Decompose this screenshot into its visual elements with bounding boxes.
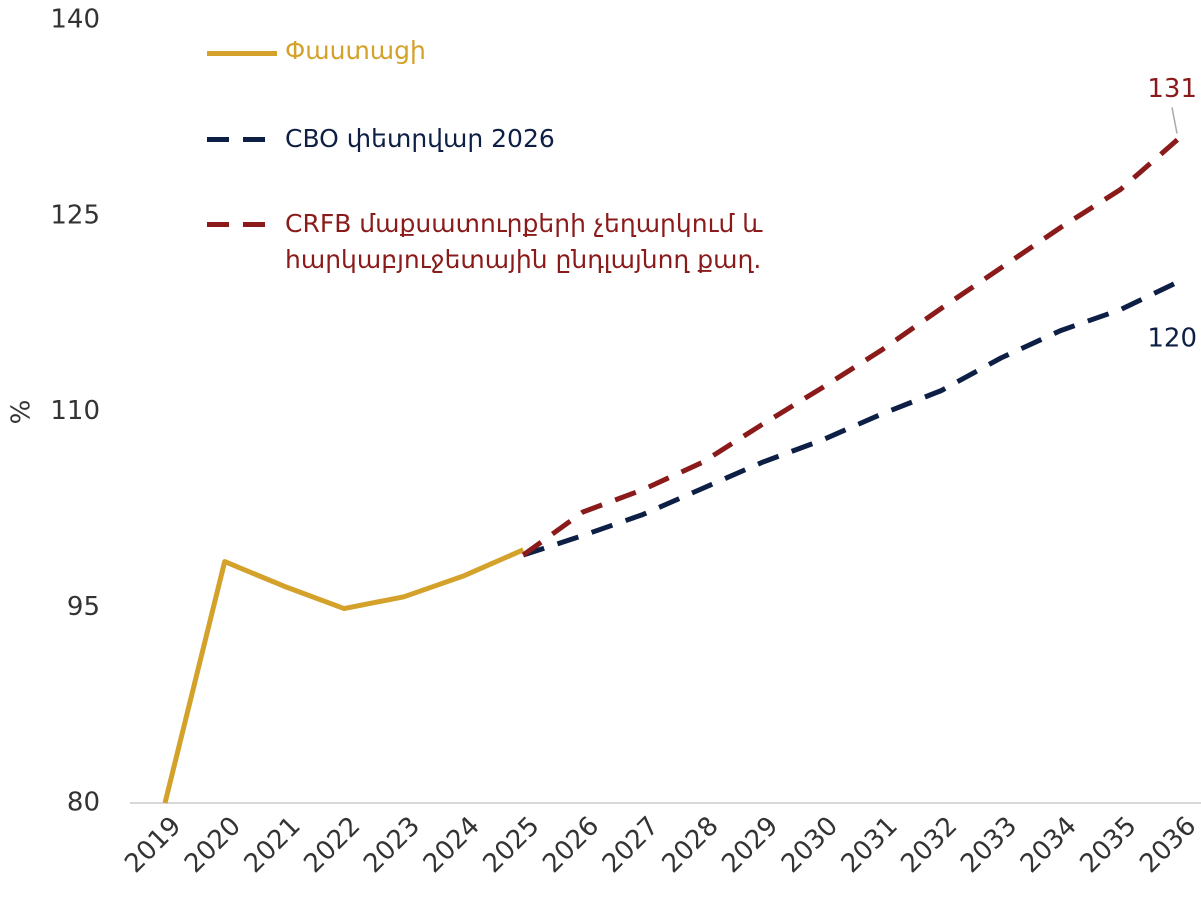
data-label: 120 xyxy=(1147,324,1197,354)
x-tick-label: 2032 xyxy=(895,811,963,879)
x-tick-label: 2025 xyxy=(477,811,545,879)
x-tick-label: 2028 xyxy=(657,811,725,879)
x-tick-label: 2022 xyxy=(298,811,366,879)
legend-label: CBO փետրվար 2026 xyxy=(285,124,555,153)
x-tick-label: 2034 xyxy=(1015,811,1083,879)
legend-label: CRFB մաքսատուրքերի չեղարկում և հարկաբյու… xyxy=(285,209,763,274)
y-tick-label: 110 xyxy=(50,396,100,426)
x-tick-label: 2031 xyxy=(836,811,904,879)
y-tick-label: 95 xyxy=(67,592,100,622)
series-line xyxy=(522,278,1182,558)
x-tick-label: 2029 xyxy=(716,811,784,879)
series-line xyxy=(521,135,1182,558)
legend-item: Փաստացի xyxy=(207,33,845,69)
data-label: 131 xyxy=(1147,74,1197,104)
y-tick-label: 80 xyxy=(67,788,100,818)
legend-swatch xyxy=(207,137,269,142)
x-tick-label: 2021 xyxy=(239,811,307,879)
legend-label: Փաստացի xyxy=(285,36,426,65)
x-tick-label: 2027 xyxy=(597,811,665,879)
legend-item: CBO փետրվար 2026 xyxy=(207,121,845,157)
legend-swatch xyxy=(207,51,277,56)
legend-item: CRFB մաքսատուրքերի չեղարկում և հարկաբյու… xyxy=(207,206,845,278)
x-tick-label: 2036 xyxy=(1134,811,1201,879)
x-tick-label: 2033 xyxy=(955,811,1023,879)
x-tick-label: 2019 xyxy=(119,811,187,879)
x-tick-label: 2026 xyxy=(537,811,605,879)
y-tick-label: 140 xyxy=(50,5,100,35)
legend-swatch xyxy=(207,222,269,227)
x-tick-label: 2020 xyxy=(179,811,247,879)
x-tick-label: 2030 xyxy=(776,811,844,879)
x-tick-label: 2023 xyxy=(358,811,426,879)
series-line xyxy=(162,547,525,804)
x-tick-label: 2024 xyxy=(418,811,486,879)
y-axis-label: % xyxy=(7,400,37,425)
y-tick-label: 125 xyxy=(50,200,100,230)
x-tick-label: 2035 xyxy=(1075,811,1143,879)
leader-line xyxy=(1171,107,1178,134)
